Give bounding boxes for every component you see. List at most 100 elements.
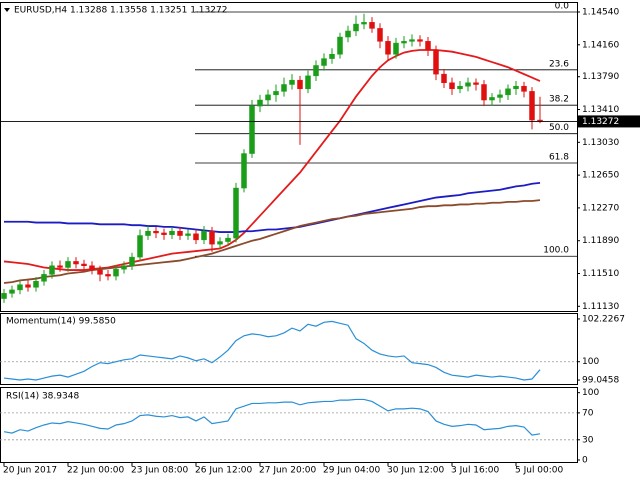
fib-level-label: 0.0 — [555, 1, 570, 11]
candle-body — [89, 265, 95, 271]
candle-body — [1, 293, 7, 299]
y-tick-label: 1.11890 — [582, 236, 619, 246]
main-panel-frame — [0, 2, 578, 312]
fib-level-label: 23.6 — [549, 59, 569, 69]
candle-body — [217, 241, 223, 245]
candle-body — [185, 233, 191, 236]
candle-body — [81, 263, 87, 266]
candle-body — [465, 82, 471, 87]
candle-body — [473, 82, 479, 85]
momentum-panel-frame — [0, 313, 578, 385]
candle-body — [281, 84, 287, 92]
y-tick-label: 1.13790 — [582, 72, 619, 82]
candle-body — [337, 36, 343, 55]
candle-body — [305, 75, 311, 90]
candle-body — [513, 85, 519, 90]
candle-body — [417, 39, 423, 42]
candle-body — [433, 49, 439, 75]
candle-body — [457, 85, 463, 90]
y-tick-label: 1.12270 — [582, 203, 619, 213]
x-tick-label: 26 Jun 12:00 — [195, 466, 252, 476]
candle-body — [137, 235, 143, 258]
x-tick-label: 3 Jul 16:00 — [451, 466, 500, 476]
candle-body — [153, 230, 159, 234]
x-tick-label: 5 Jul 00:00 — [515, 466, 564, 476]
price-box — [578, 115, 640, 128]
y-tick-label: 30 — [582, 435, 594, 445]
candle-body — [57, 265, 63, 268]
x-tick-label: 30 Jun 12:00 — [387, 466, 444, 476]
candle-body — [25, 284, 31, 288]
candle-body — [497, 94, 503, 98]
candle-body — [273, 91, 279, 96]
candle-body — [209, 230, 215, 245]
candle-body — [489, 97, 495, 101]
candle-body — [329, 54, 335, 59]
candle-body — [249, 105, 255, 154]
candle-body — [377, 28, 383, 42]
y-tick-label: 70 — [582, 408, 594, 418]
y-tick-label: 1.14160 — [582, 40, 619, 50]
candle-body — [105, 274, 111, 277]
y-tick-label: 1.13030 — [582, 138, 619, 148]
candle-body — [49, 265, 55, 275]
candle-body — [193, 233, 199, 241]
candle-body — [9, 289, 15, 294]
y-tick-label: 99.0458 — [582, 376, 619, 386]
indicator-line — [3, 320, 541, 381]
candle-body — [225, 237, 231, 242]
rsi-title: RSI(14) 38.9348 — [6, 392, 79, 402]
y-tick-label: 100 — [582, 357, 599, 367]
y-tick-label: 100 — [582, 388, 599, 398]
candle-body — [401, 41, 407, 44]
candle-body — [449, 82, 455, 90]
y-tick-label: 1.14540 — [582, 7, 619, 17]
fib-level-label: 100.0 — [543, 246, 569, 256]
candle-body — [129, 256, 135, 266]
candle-body — [121, 265, 127, 270]
candle-body — [409, 39, 415, 42]
candle-body — [521, 85, 527, 92]
candle-body — [505, 88, 511, 96]
candle-body — [97, 269, 103, 275]
indicator-line — [4, 181, 541, 233]
x-tick-label: 22 Jun 00:00 — [67, 466, 124, 476]
price-label: 1.13272 — [582, 117, 619, 127]
candle-body — [177, 230, 183, 236]
candle-body — [65, 261, 71, 268]
candle-body — [441, 73, 447, 84]
x-tick-label: 20 Jun 2017 — [3, 466, 57, 476]
candle-body — [425, 41, 431, 51]
candle-body — [73, 261, 79, 265]
candle-body — [481, 84, 487, 101]
candle-body — [393, 42, 399, 55]
candle-body — [233, 187, 239, 239]
candle-body — [41, 274, 47, 282]
indicator-line — [3, 398, 541, 436]
y-tick-label: 1.13410 — [582, 105, 619, 115]
candle-body — [201, 230, 207, 241]
x-tick-label: 27 Jun 20:00 — [259, 466, 316, 476]
candle-body — [265, 94, 271, 101]
fib-level-label: 38.2 — [549, 95, 569, 105]
candle-body — [345, 30, 351, 38]
candle-body — [361, 22, 367, 25]
x-tick-label: 29 Jun 04:00 — [323, 466, 380, 476]
candle-body — [113, 268, 119, 277]
candle-body — [17, 284, 23, 291]
candle-body — [145, 230, 151, 236]
x-tick-label: 23 Jun 08:00 — [131, 466, 188, 476]
candle-body — [385, 41, 391, 55]
candle-body — [353, 23, 359, 32]
rsi-panel-frame — [0, 387, 578, 463]
y-tick-label: 0 — [582, 455, 588, 465]
y-tick-label: 1.11510 — [582, 269, 619, 279]
fib-level-label: 61.8 — [549, 153, 569, 163]
fib-level-label: 50.0 — [549, 123, 569, 133]
momentum-title: Momentum(14) 99.5850 — [6, 317, 116, 327]
y-tick-label: 102.2267 — [582, 314, 625, 324]
chart-title: EURUSD,H4 1.13288 1.13558 1.13251 1.1327… — [14, 6, 227, 16]
